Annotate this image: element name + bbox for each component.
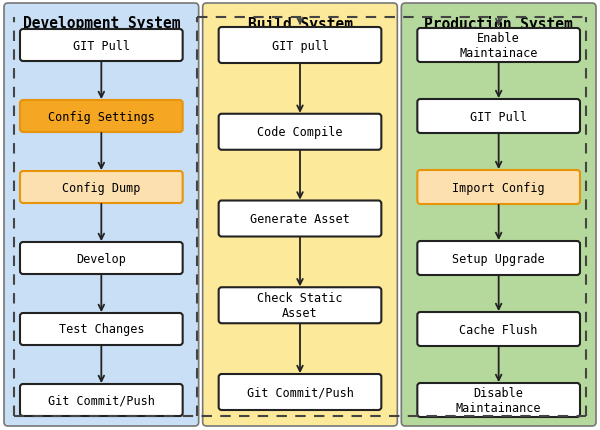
FancyBboxPatch shape	[218, 28, 382, 64]
Text: Config Settings: Config Settings	[48, 110, 155, 123]
FancyBboxPatch shape	[20, 172, 182, 203]
Text: GIT Pull: GIT Pull	[470, 110, 527, 123]
Text: GIT Pull: GIT Pull	[73, 40, 130, 52]
FancyBboxPatch shape	[218, 374, 382, 410]
Text: Build System: Build System	[248, 16, 353, 32]
Text: Git Commit/Push: Git Commit/Push	[48, 393, 155, 406]
FancyBboxPatch shape	[418, 100, 580, 134]
FancyBboxPatch shape	[20, 30, 182, 62]
Text: Disable
Maintainance: Disable Maintainance	[456, 386, 541, 414]
Text: Development System: Development System	[23, 16, 180, 31]
Text: Setup Upgrade: Setup Upgrade	[452, 252, 545, 265]
Text: Git Commit/Push: Git Commit/Push	[247, 386, 353, 399]
FancyBboxPatch shape	[218, 288, 382, 323]
Text: Develop: Develop	[76, 252, 126, 265]
FancyBboxPatch shape	[203, 4, 397, 426]
Text: Test Changes: Test Changes	[59, 323, 144, 336]
FancyBboxPatch shape	[418, 312, 580, 346]
FancyBboxPatch shape	[20, 243, 182, 274]
Text: Enable
Maintainace: Enable Maintainace	[460, 32, 538, 60]
Text: Generate Asset: Generate Asset	[250, 212, 350, 225]
Text: Production System: Production System	[424, 16, 573, 32]
FancyBboxPatch shape	[418, 171, 580, 205]
Text: Cache Flush: Cache Flush	[460, 323, 538, 336]
FancyBboxPatch shape	[401, 4, 596, 426]
FancyBboxPatch shape	[418, 383, 580, 417]
FancyBboxPatch shape	[20, 313, 182, 345]
FancyBboxPatch shape	[218, 201, 382, 237]
Text: Check Static
Asset: Check Static Asset	[257, 292, 343, 319]
Text: Code Compile: Code Compile	[257, 126, 343, 139]
FancyBboxPatch shape	[218, 114, 382, 150]
FancyBboxPatch shape	[418, 241, 580, 275]
FancyBboxPatch shape	[20, 384, 182, 416]
FancyBboxPatch shape	[418, 29, 580, 63]
Text: GIT pull: GIT pull	[271, 40, 329, 52]
FancyBboxPatch shape	[4, 4, 199, 426]
Text: Import Config: Import Config	[452, 181, 545, 194]
Text: Config Dump: Config Dump	[62, 181, 140, 194]
FancyBboxPatch shape	[20, 101, 182, 133]
